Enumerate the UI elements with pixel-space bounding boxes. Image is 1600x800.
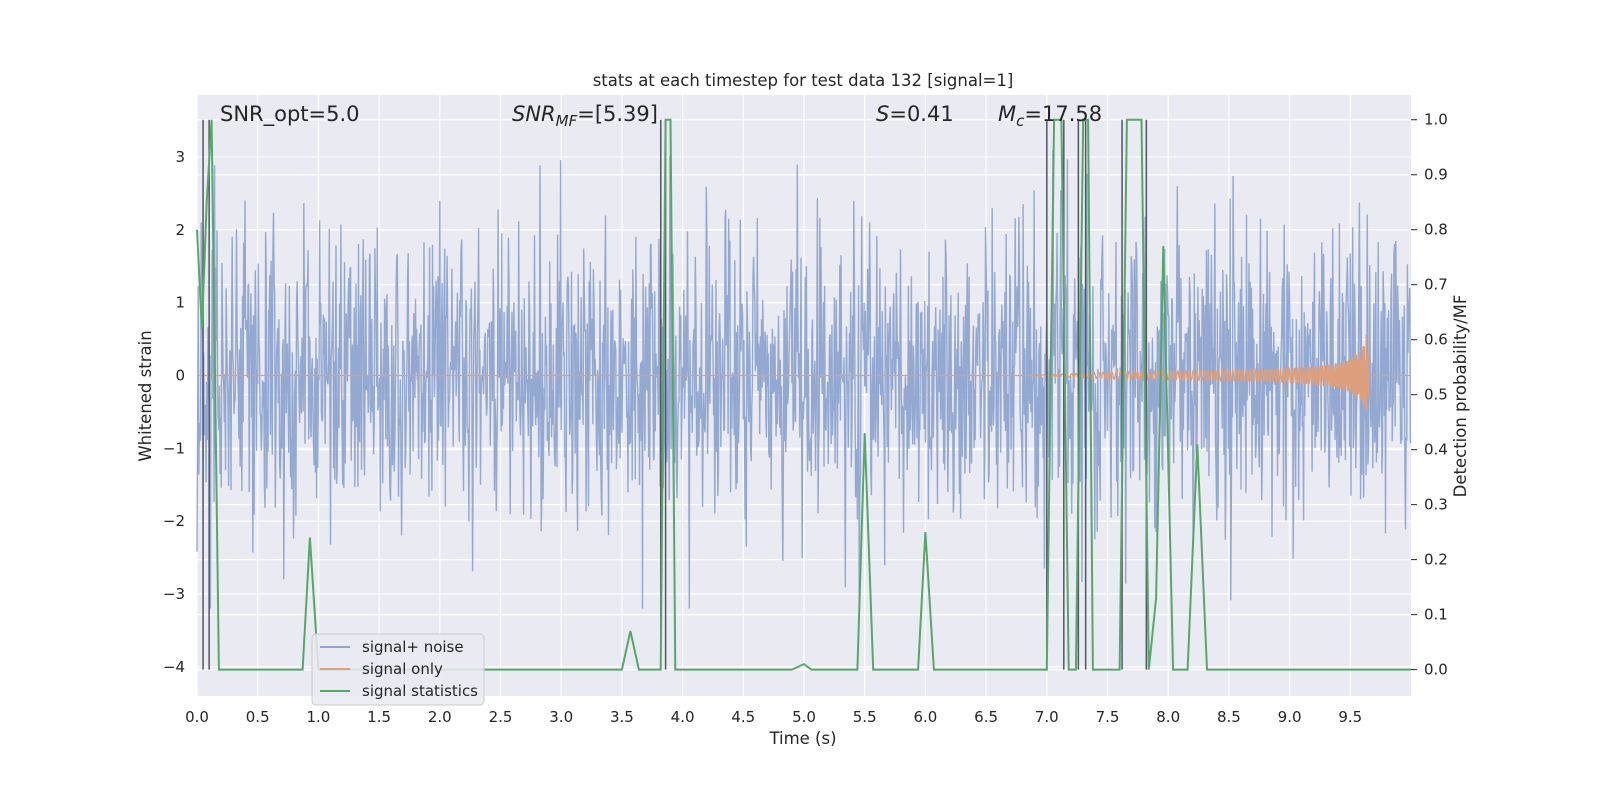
y-left-tick-label: −4 <box>163 658 185 676</box>
y-left-tick-label: −1 <box>163 439 185 457</box>
mc-subscript: c <box>1016 112 1025 130</box>
x-tick-label: 8.0 <box>1156 708 1180 726</box>
legend-label-signal-only: signal only <box>362 660 443 678</box>
snr-mf-subscript: MF <box>556 112 578 130</box>
snr-mf-value: =[5.39] <box>577 102 658 126</box>
snr-mf-symbol: SNR <box>512 102 556 126</box>
y-right-tick-label: 0.3 <box>1424 496 1448 514</box>
x-tick-label: 3.5 <box>610 708 634 726</box>
y-left-tick-label: 0 <box>175 366 185 384</box>
x-tick-label: 8.5 <box>1217 708 1241 726</box>
mc-symbol: M <box>998 102 1016 126</box>
x-tick-label: 5.0 <box>792 708 816 726</box>
legend-box <box>311 633 485 706</box>
x-tick-label: 9.0 <box>1278 708 1302 726</box>
x-tick-label: 2.0 <box>428 708 452 726</box>
y-axis-right-ticks: 1.0 0.9 0.8 0.7 0.6 0.5 0.4 0.3 0.2 0.1 0.0 <box>1411 111 1448 679</box>
y-left-tick-label: 2 <box>175 221 185 239</box>
x-tick-label: 4.5 <box>731 708 755 726</box>
x-tick-label: 0.5 <box>246 708 270 726</box>
x-tick-label: 5.5 <box>853 708 877 726</box>
y-right-tick-label: 0.2 <box>1424 551 1448 569</box>
series-signal-plus-noise <box>196 149 1412 609</box>
y-left-tick-label: −3 <box>163 585 185 603</box>
x-tick-label: 9.5 <box>1338 708 1362 726</box>
y-right-tick-label: 0.6 <box>1424 331 1448 349</box>
x-tick-label: 7.5 <box>1096 708 1120 726</box>
y-left-tick-label: 3 <box>175 148 185 166</box>
annotation-s: S=0.41 <box>876 102 954 126</box>
annotation-snr-mf: SNRMF=[5.39] <box>512 102 658 130</box>
x-tick-label: 3.0 <box>549 708 573 726</box>
x-tick-label: 7.0 <box>1035 708 1059 726</box>
x-tick-label: 0.0 <box>185 708 209 726</box>
y-right-tick-label: 0.4 <box>1424 441 1448 459</box>
noise-line <box>196 149 1412 609</box>
legend-label-signal-statistics: signal statistics <box>362 682 478 700</box>
y-right-tick-label: 0.5 <box>1424 386 1448 404</box>
y-right-tick-label: 0.7 <box>1424 276 1448 294</box>
y-left-tick-label: 1 <box>175 294 185 312</box>
annotation-mc: Mc=17.58 <box>998 102 1102 130</box>
y-axis-left-ticks: 3 2 1 0 −1 −2 −3 −4 <box>163 148 185 676</box>
x-tick-label: 1.0 <box>306 708 330 726</box>
annotation-snr-opt: SNR_opt=5.0 <box>220 102 360 127</box>
x-tick-label: 2.5 <box>489 708 513 726</box>
chart-title: stats at each timestep for test data 132… <box>593 71 1014 90</box>
x-tick-label: 4.0 <box>671 708 695 726</box>
legend: signal+ noise signal only signal statist… <box>311 633 485 706</box>
y-left-tick-label: −2 <box>163 512 185 530</box>
y-right-tick-label: 1.0 <box>1424 111 1448 129</box>
mc-value: =17.58 <box>1024 102 1102 126</box>
x-axis-ticks: 0.0 0.5 1.0 1.5 2.0 2.5 3.0 3.5 4.0 4.5 5.0 5.5 6.0 6… <box>185 708 1362 726</box>
y-right-tick-label: 0.0 <box>1424 661 1448 679</box>
legend-label-signal-plus-noise: signal+ noise <box>362 638 464 656</box>
y-axis-left-label: Whitened strain <box>136 330 155 461</box>
x-tick-label: 6.0 <box>913 708 937 726</box>
y-right-tick-label: 0.8 <box>1424 221 1448 239</box>
y-axis-right-label: Detection probability/MF <box>1451 295 1470 498</box>
x-axis-label: Time (s) <box>768 729 836 748</box>
y-right-tick-label: 0.1 <box>1424 606 1448 624</box>
y-right-tick-label: 0.9 <box>1424 166 1448 184</box>
s-value: =0.41 <box>889 102 953 126</box>
x-tick-label: 1.5 <box>367 708 391 726</box>
x-tick-label: 6.5 <box>974 708 998 726</box>
s-symbol: S <box>876 102 889 126</box>
